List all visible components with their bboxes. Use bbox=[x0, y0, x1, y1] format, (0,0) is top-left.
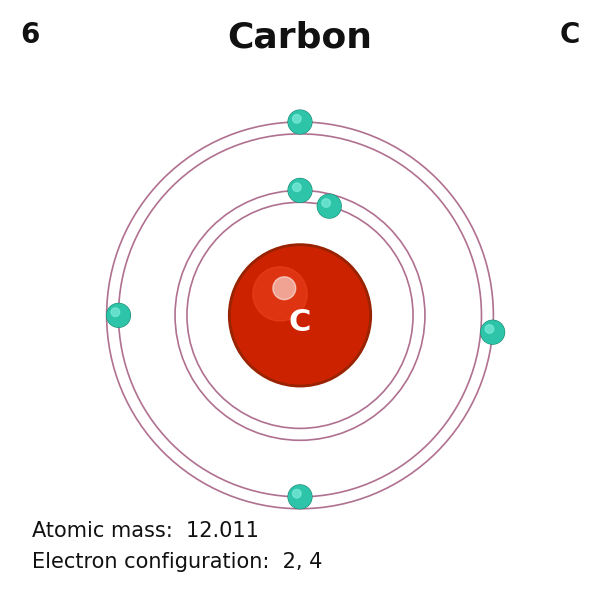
Text: 6: 6 bbox=[20, 21, 40, 49]
Text: Electron configuration:  2, 4: Electron configuration: 2, 4 bbox=[32, 552, 323, 572]
Circle shape bbox=[288, 178, 312, 202]
Circle shape bbox=[229, 244, 371, 387]
Text: Atomic mass:  12.011: Atomic mass: 12.011 bbox=[32, 521, 259, 541]
Circle shape bbox=[318, 195, 341, 217]
Circle shape bbox=[273, 277, 296, 300]
Circle shape bbox=[107, 303, 130, 327]
Circle shape bbox=[111, 308, 119, 317]
Circle shape bbox=[293, 114, 301, 123]
Text: Carbon: Carbon bbox=[227, 21, 373, 55]
Circle shape bbox=[289, 486, 311, 508]
Text: C: C bbox=[559, 21, 580, 49]
Circle shape bbox=[288, 110, 312, 134]
Circle shape bbox=[293, 183, 301, 192]
Circle shape bbox=[485, 325, 494, 333]
Circle shape bbox=[253, 267, 307, 321]
Circle shape bbox=[481, 321, 504, 343]
Text: C: C bbox=[289, 308, 311, 337]
Circle shape bbox=[288, 485, 312, 509]
Circle shape bbox=[232, 247, 368, 384]
Circle shape bbox=[293, 489, 301, 498]
Circle shape bbox=[289, 111, 311, 133]
Circle shape bbox=[481, 320, 505, 344]
Circle shape bbox=[317, 195, 341, 218]
Circle shape bbox=[322, 199, 331, 207]
Circle shape bbox=[289, 179, 311, 202]
Circle shape bbox=[107, 304, 130, 327]
